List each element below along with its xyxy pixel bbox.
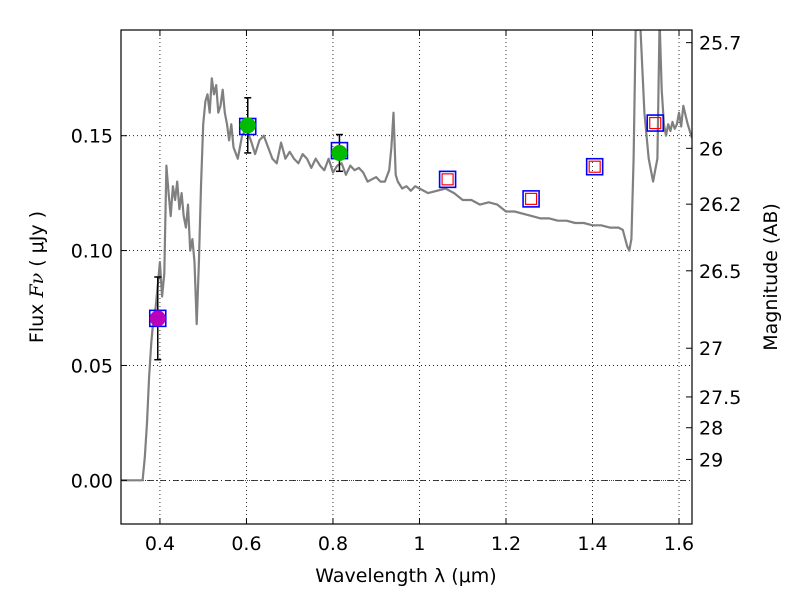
- mag-tick-label: 28: [699, 418, 723, 440]
- observed-flux-point: [331, 144, 348, 161]
- x-tick-label: 0.6: [231, 533, 261, 555]
- sed-model-curve: [121, 30, 692, 482]
- mag-tick-label: 26: [699, 138, 723, 160]
- y-tick-label: 0.00: [71, 470, 113, 492]
- photometry-square: [646, 114, 665, 132]
- y-axis-title-unit: ( μJy ): [26, 211, 48, 273]
- y-tick-label: 0.05: [71, 355, 113, 377]
- mag-tick-label: 29: [699, 449, 723, 471]
- axis-ticks: [121, 30, 692, 524]
- y-tick-label: 0.15: [71, 126, 113, 148]
- tick-labels: 0.4 0.6 0.8 1 1.2 1.4 1.6 0.00 0.05 0.10 0.15 25.7 2…: [71, 33, 742, 555]
- model-flux-square: [524, 192, 538, 205]
- y-axis-title-prefix: Flux: [26, 298, 48, 344]
- x-tick-label: 1: [413, 533, 425, 555]
- y-axis-title: Flux Fν ( μJy ): [26, 211, 48, 343]
- plot-frame: [120, 29, 693, 525]
- x-axis-title: Wavelength λ (μm): [315, 565, 496, 587]
- photometry-square: [438, 170, 457, 189]
- x-tick-label: 0.4: [145, 533, 175, 555]
- x-tick-label: 1.2: [491, 533, 521, 555]
- mag-tick-label: 26.2: [699, 194, 741, 216]
- mag-tick-label: 25.7: [699, 33, 741, 55]
- y2-axis-title: Magnitude (AB): [760, 203, 782, 351]
- x-tick-label: 0.8: [318, 533, 348, 555]
- x-tick-label: 1.4: [577, 533, 607, 555]
- observed-flux-point: [239, 117, 256, 134]
- photometry-square: [522, 190, 540, 208]
- mag-tick-label: 27: [699, 338, 723, 360]
- mag-tick-label: 27.5: [699, 387, 741, 409]
- y-tick-label: 0.10: [71, 241, 113, 263]
- model-flux-square: [649, 116, 662, 130]
- photometry-points: [148, 97, 665, 361]
- sed-model-line: [121, 30, 692, 482]
- model-flux-square: [441, 173, 454, 186]
- model-flux-square: [588, 160, 601, 173]
- y-axis-title-symbol: Fν: [26, 272, 48, 298]
- x-tick-label: 1.6: [664, 533, 694, 555]
- mag-tick-label: 26.5: [699, 261, 741, 283]
- photometry-square: [585, 157, 604, 176]
- observed-flux-point: [149, 310, 166, 327]
